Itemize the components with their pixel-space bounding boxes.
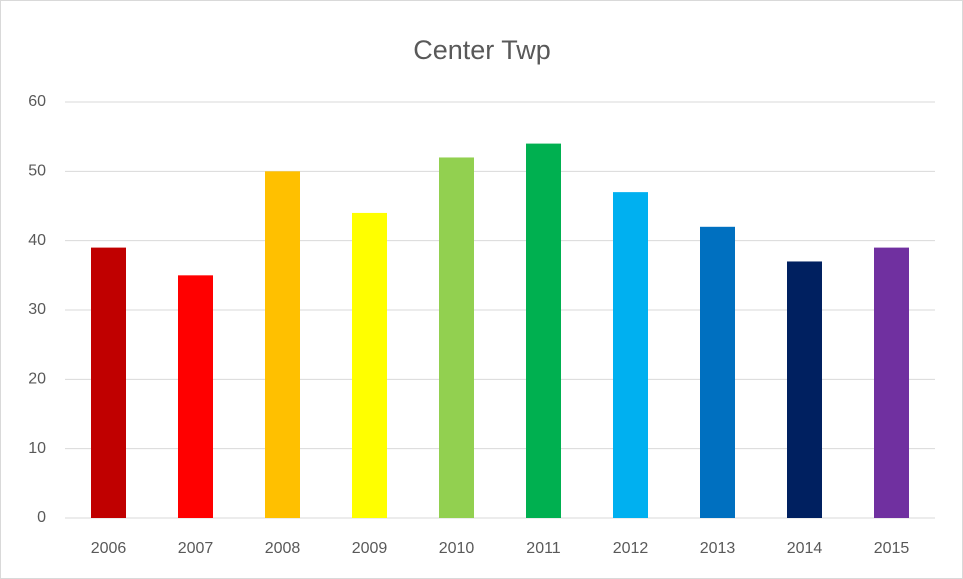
x-tick-label: 2009 bbox=[352, 540, 388, 557]
bar bbox=[439, 157, 474, 518]
bar bbox=[178, 275, 213, 518]
chart-title: Center Twp bbox=[413, 35, 551, 65]
x-tick-label: 2014 bbox=[787, 540, 823, 557]
bar bbox=[526, 143, 561, 518]
bar bbox=[787, 261, 822, 518]
bar bbox=[352, 212, 387, 518]
x-tick-label: 2008 bbox=[265, 540, 301, 557]
x-tick-label: 2006 bbox=[91, 540, 127, 557]
bar bbox=[91, 247, 126, 518]
y-tick-label: 60 bbox=[28, 93, 46, 110]
y-tick-label: 50 bbox=[28, 163, 46, 180]
x-tick-label: 2011 bbox=[526, 540, 561, 557]
bar bbox=[613, 192, 648, 518]
bar bbox=[700, 226, 735, 519]
x-tick-label: 2013 bbox=[700, 540, 736, 557]
bar bbox=[874, 247, 909, 518]
x-tick-label: 2015 bbox=[874, 540, 910, 557]
y-tick-label: 30 bbox=[28, 301, 46, 318]
y-tick-label: 10 bbox=[28, 440, 46, 457]
y-tick-label: 0 bbox=[37, 509, 46, 526]
x-tick-label: 2010 bbox=[439, 540, 475, 557]
bar bbox=[265, 171, 300, 519]
y-tick-label: 40 bbox=[28, 232, 46, 249]
y-tick-label: 20 bbox=[28, 371, 46, 388]
x-tick-label: 2007 bbox=[178, 540, 214, 557]
x-tick-label: 2012 bbox=[613, 540, 649, 557]
